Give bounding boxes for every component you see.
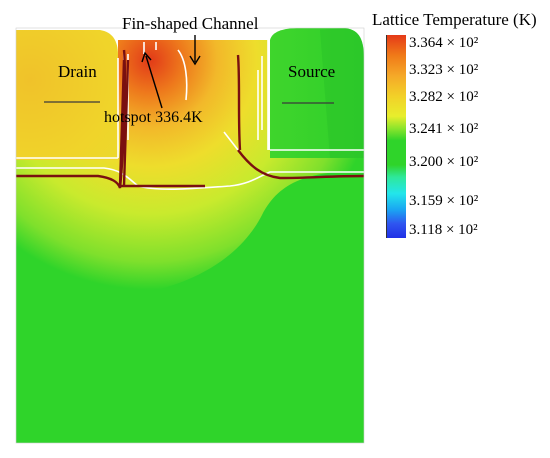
colorbar-tick: 3.323 × 10² bbox=[409, 62, 479, 78]
colorbar-tick: 3.200 × 10² bbox=[409, 154, 479, 170]
colorbar-tick: 3.241 × 10² bbox=[409, 121, 479, 137]
colorbar-title: Lattice Temperature (K) bbox=[372, 10, 537, 29]
drain-label: Drain bbox=[58, 62, 97, 81]
heat-spread bbox=[16, 150, 364, 302]
junction-contour-right bbox=[236, 54, 365, 180]
colorbar-tick: 3.159 × 10² bbox=[409, 193, 479, 209]
drain-region bbox=[16, 30, 118, 160]
colorbar-tick: 3.282 × 10² bbox=[409, 89, 479, 105]
contact-marks bbox=[44, 101, 334, 104]
channel-label: Fin-shaped Channel bbox=[122, 14, 259, 33]
colorbar-tick: 3.118 × 10² bbox=[409, 222, 478, 238]
hotspot-label: hotspot 336.4K bbox=[104, 109, 203, 126]
source-label: Source bbox=[288, 62, 336, 81]
colorbar bbox=[386, 35, 406, 238]
junction-contour-left-edge bbox=[118, 59, 126, 187]
domain-outline bbox=[15, 27, 365, 444]
source-shading bbox=[320, 28, 364, 158]
annotation-arrows bbox=[141, 35, 201, 109]
colorbar-tick: 3.364 × 10² bbox=[409, 35, 479, 51]
